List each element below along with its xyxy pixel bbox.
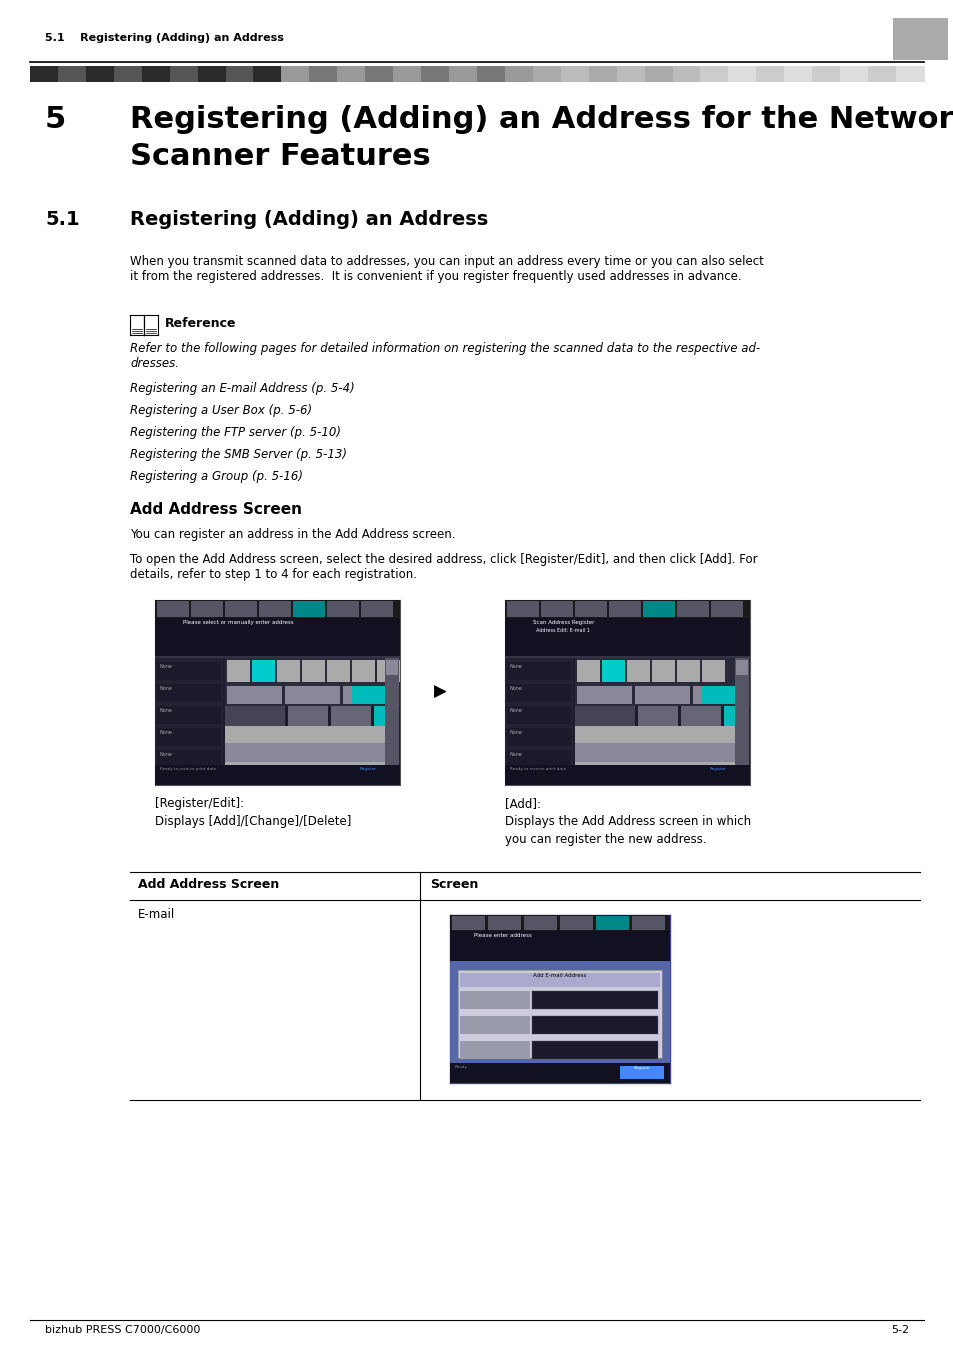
- Text: Scanner Features: Scanner Features: [130, 142, 431, 172]
- Text: ▶: ▶: [434, 684, 446, 701]
- Text: None: None: [510, 663, 522, 669]
- Text: Ready to receive print data: Ready to receive print data: [510, 767, 565, 771]
- Text: 5.1    Registering (Adding) an Address: 5.1 Registering (Adding) an Address: [45, 32, 284, 43]
- Text: None: None: [160, 753, 172, 757]
- Text: 5: 5: [912, 28, 927, 49]
- Text: you can register the new address.: you can register the new address.: [504, 834, 706, 846]
- Text: None: None: [160, 730, 172, 735]
- Text: Registering the SMB Server (p. 5-13): Registering the SMB Server (p. 5-13): [130, 449, 347, 461]
- Text: [Add]:: [Add]:: [504, 797, 540, 811]
- Text: E-mail: E-mail: [138, 908, 175, 921]
- Text: Ready: Ready: [455, 1065, 467, 1069]
- Text: Scan Address Register: Scan Address Register: [533, 620, 594, 626]
- Text: Please enter address: Please enter address: [474, 934, 531, 938]
- Text: Ready to receive print data: Ready to receive print data: [160, 767, 215, 771]
- Text: None: None: [160, 663, 172, 669]
- Text: None: None: [510, 753, 522, 757]
- Text: Register: Register: [709, 767, 726, 771]
- Text: Register: Register: [359, 767, 376, 771]
- Text: Address Edit: E-mail 1: Address Edit: E-mail 1: [533, 628, 589, 634]
- Text: You can register an address in the Add Address screen.: You can register an address in the Add A…: [130, 528, 455, 540]
- Text: Registering the FTP server (p. 5-10): Registering the FTP server (p. 5-10): [130, 426, 340, 439]
- Text: Refer to the following pages for detailed information on registering the scanned: Refer to the following pages for detaile…: [130, 342, 760, 370]
- Text: Add Address Screen: Add Address Screen: [130, 503, 302, 517]
- Text: Displays the Add Address screen in which: Displays the Add Address screen in which: [504, 815, 750, 828]
- Text: bizhub PRESS C7000/C6000: bizhub PRESS C7000/C6000: [45, 1325, 200, 1335]
- Text: 5: 5: [45, 105, 66, 134]
- Text: Please select or manually enter address: Please select or manually enter address: [183, 620, 294, 626]
- Text: 5-2: 5-2: [890, 1325, 908, 1335]
- Text: Registering a User Box (p. 5-6): Registering a User Box (p. 5-6): [130, 404, 312, 417]
- Text: [Register/Edit]:: [Register/Edit]:: [154, 797, 244, 811]
- Text: None: None: [510, 686, 522, 690]
- Text: None: None: [160, 708, 172, 713]
- Text: Register: Register: [633, 1066, 650, 1070]
- Text: Reference: Reference: [165, 317, 236, 330]
- Text: Registering a Group (p. 5-16): Registering a Group (p. 5-16): [130, 470, 303, 484]
- Text: None: None: [160, 686, 172, 690]
- Text: To open the Add Address screen, select the desired address, click [Register/Edit: To open the Add Address screen, select t…: [130, 553, 757, 581]
- Text: Displays [Add]/[Change]/[Delete]: Displays [Add]/[Change]/[Delete]: [154, 815, 351, 828]
- Text: Add E-mail Address: Add E-mail Address: [533, 973, 586, 978]
- Text: Registering an E-mail Address (p. 5-4): Registering an E-mail Address (p. 5-4): [130, 382, 355, 394]
- Text: Registering (Adding) an Address for the Network: Registering (Adding) an Address for the …: [130, 105, 953, 134]
- Text: Registering (Adding) an Address: Registering (Adding) an Address: [130, 209, 488, 230]
- Text: 5.1: 5.1: [45, 209, 79, 230]
- Text: None: None: [510, 730, 522, 735]
- Text: Screen: Screen: [430, 878, 477, 892]
- Text: When you transmit scanned data to addresses, you can input an address every time: When you transmit scanned data to addres…: [130, 255, 763, 282]
- Text: None: None: [510, 708, 522, 713]
- Text: Add Address Screen: Add Address Screen: [138, 878, 279, 892]
